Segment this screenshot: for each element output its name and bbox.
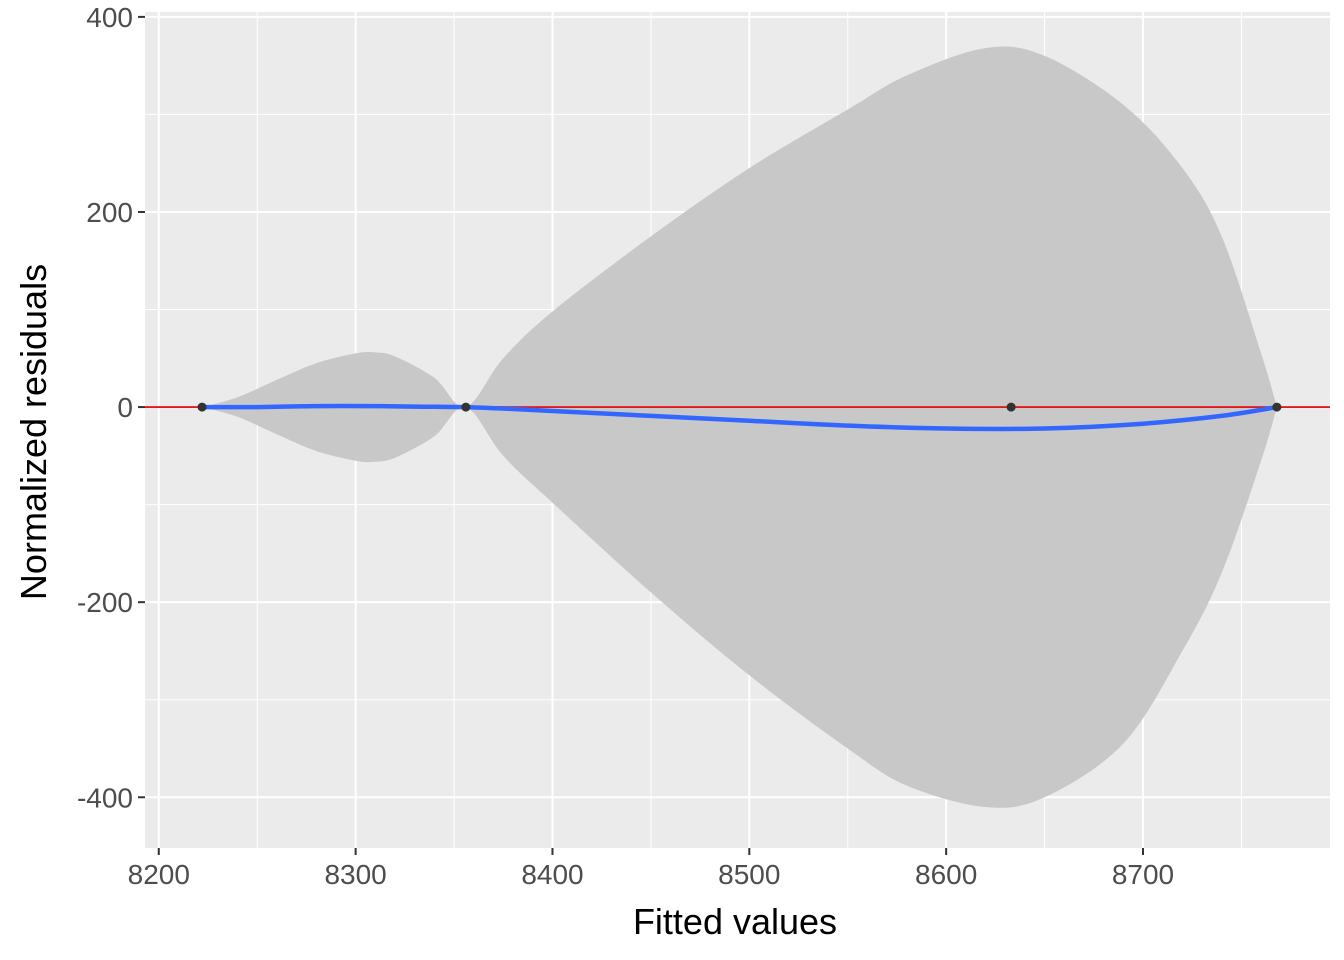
confidence-band	[202, 46, 1277, 808]
y-tick-label: 400	[86, 2, 133, 33]
x-axis-title: Fitted values	[633, 901, 837, 942]
data-point	[1006, 402, 1016, 412]
x-tick-label: 8400	[521, 859, 583, 890]
data-points	[197, 402, 1282, 412]
x-tick-label: 8500	[718, 859, 780, 890]
x-tick-label: 8600	[915, 859, 977, 890]
y-axis-ticks: 400 200 0 -200 -400	[77, 2, 145, 813]
y-tick-label: -400	[77, 782, 133, 813]
y-tick-label: 200	[86, 197, 133, 228]
smooth-line	[199, 403, 1280, 432]
data-point	[1272, 402, 1282, 412]
x-tick-label: 8300	[324, 859, 386, 890]
y-tick-label: 0	[117, 392, 133, 423]
data-point	[461, 402, 471, 412]
x-tick-label: 8700	[1112, 859, 1174, 890]
x-tick-label: 8200	[128, 859, 190, 890]
data-point	[197, 402, 207, 412]
x-axis-ticks: 8200 8300 8400 8500 8600 8700	[128, 848, 1174, 890]
y-tick-label: -200	[77, 587, 133, 618]
y-axis-title: Normalized residuals	[13, 264, 54, 600]
